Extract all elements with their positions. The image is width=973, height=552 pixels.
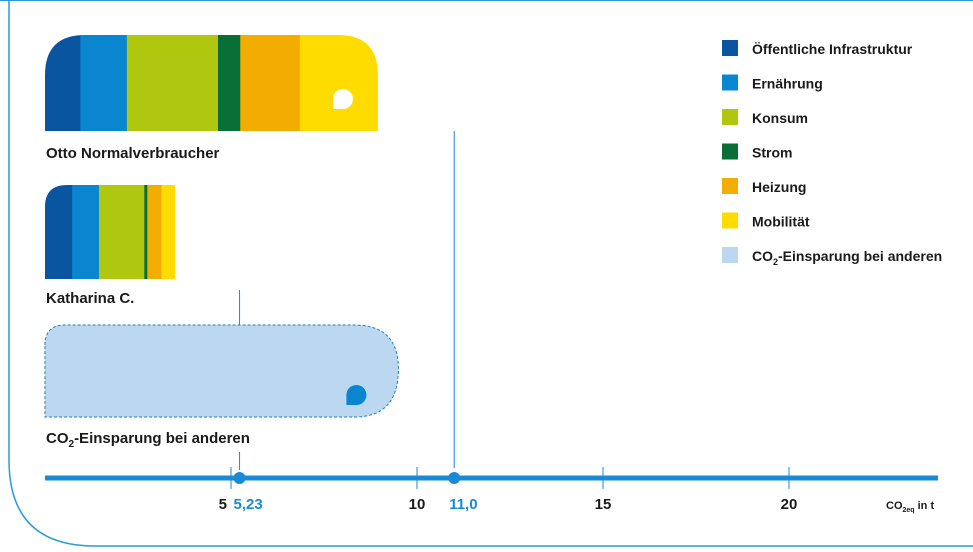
- bar-1: [45, 185, 176, 279]
- x-tick-label-5: 5: [219, 496, 227, 513]
- marker-label-5,23: 5,23: [234, 496, 263, 513]
- x-axis-unit: CO2eq in t: [886, 500, 934, 514]
- legend-swatch-savings: [722, 247, 738, 263]
- bar-segment-ern-hrung: [72, 185, 100, 279]
- legend-swatch-1: [722, 74, 738, 91]
- leaf-icon: [332, 89, 353, 109]
- bar-segment-konsum: [98, 185, 145, 279]
- marker-label-11,0: 11,0: [449, 496, 477, 513]
- legend-label-5: Mobilität: [752, 214, 810, 230]
- bar-segment--ffentliche-infrastruktur: [45, 185, 73, 279]
- axis-marker-5,23: [233, 472, 246, 484]
- bar-segment--ffentliche-infrastruktur: [45, 35, 81, 131]
- legend-label-1: Ernährung: [752, 76, 823, 92]
- savings-layer: [44, 324, 399, 418]
- legend-swatch-2: [722, 109, 738, 125]
- legend-swatch-5: [722, 212, 738, 229]
- x-tick-label-10: 10: [409, 496, 426, 513]
- bar-segment-mobilit-t: [161, 185, 176, 279]
- x-tick-label-20: 20: [781, 496, 798, 513]
- x-tick-label-15: 15: [595, 496, 612, 513]
- legend-label-2: Konsum: [752, 110, 808, 126]
- bar-label-katharina: Katharina C.: [46, 290, 134, 307]
- bars-layer: [45, 35, 378, 279]
- legend-label-3: Strom: [752, 145, 792, 161]
- connectors-layer: [239, 131, 455, 470]
- bar-segment-strom: [217, 35, 241, 131]
- x-axis: 5 10 15 20 5,23 11,0: [45, 467, 938, 513]
- legend-swatch-3: [722, 143, 738, 160]
- leaf-icon: [346, 385, 367, 405]
- frame-border: [8, 0, 973, 547]
- legend-label-savings: CO2-Einsparung bei anderen: [752, 248, 942, 267]
- legend-swatch-4: [722, 178, 738, 194]
- bar-segment-ern-hrung: [80, 35, 128, 131]
- savings-box: [44, 324, 399, 418]
- legend-label-4: Heizung: [752, 179, 806, 195]
- savings-label: CO2-Einsparung bei anderen: [46, 430, 250, 450]
- legend-label-0: Öffentliche Infrastruktur: [752, 41, 913, 57]
- bar-segment-heizung: [147, 185, 162, 279]
- legend-swatch-0: [722, 40, 738, 56]
- bar-segment-heizung: [240, 35, 301, 131]
- bar-segment-strom: [144, 185, 148, 279]
- bar-0: [45, 35, 378, 131]
- axis-marker-11,0: [448, 472, 461, 484]
- legend: Öffentliche Infrastruktur Ernährung Konsum…: [722, 40, 942, 267]
- bar-label-otto: Otto Normalverbraucher: [46, 145, 220, 162]
- bar-segment-mobilit-t: [299, 35, 378, 131]
- bar-segment-konsum: [126, 35, 219, 131]
